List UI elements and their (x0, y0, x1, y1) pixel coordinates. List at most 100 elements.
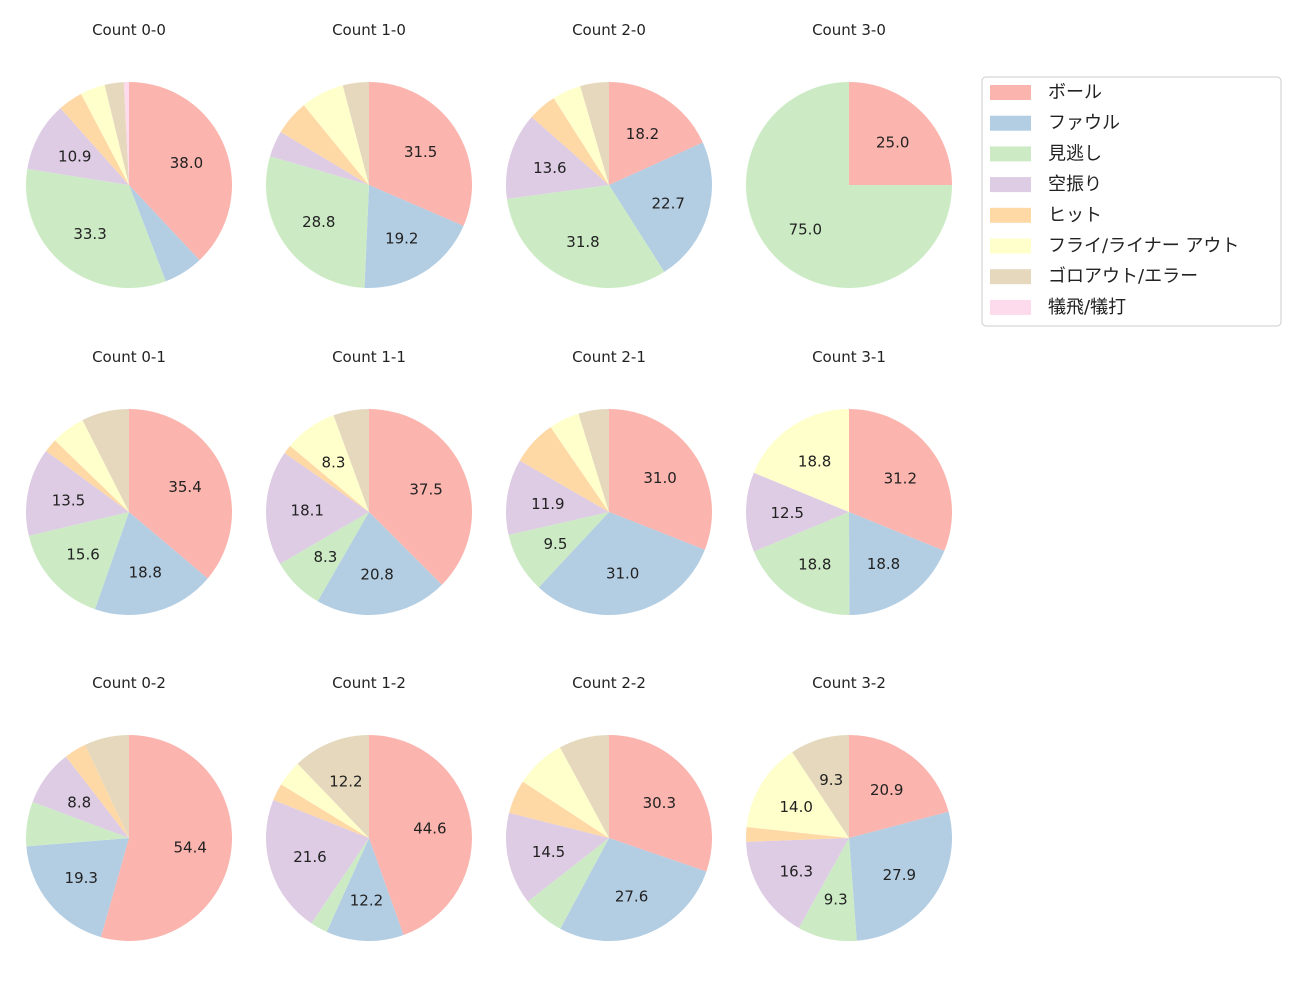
slice-label: 20.9 (870, 781, 903, 799)
pie-title: Count 1-1 (332, 348, 406, 366)
pie-slice (369, 82, 472, 226)
slice-label: 9.3 (824, 890, 848, 908)
pie-slice (281, 763, 369, 838)
slice-label: 16.3 (780, 862, 813, 880)
pie-slice (849, 735, 949, 838)
pie-slice (746, 82, 952, 288)
pie-slice (27, 108, 130, 185)
legend-swatch (990, 269, 1031, 285)
pie-count-2-0: Count 2-0 18.2 22.7 31.8 13.6 (506, 21, 712, 289)
slice-label: 12.2 (329, 773, 362, 791)
pie-count-3-0: Count 3-0 25.0 75.0 (746, 21, 952, 288)
legend-entry: ゴロアウト/エラー (1048, 266, 1198, 287)
pie-slice (266, 156, 369, 288)
slice-label: 25.0 (876, 133, 909, 151)
slice-label: 22.7 (652, 195, 685, 213)
slice-label: 8.3 (322, 453, 346, 471)
pie-slice (746, 827, 849, 842)
pie-slice (270, 132, 369, 185)
pie-count-1-2: Count 1-2 44.6 12.2 21.6 12.2 (266, 674, 472, 941)
pie-slice (26, 838, 130, 938)
pie-slice (753, 409, 849, 512)
slice-label: 27.6 (615, 888, 648, 906)
legend-entry: 犠飛/犠打 (1048, 297, 1126, 318)
slice-label: 11.9 (531, 495, 564, 513)
pie-slice (849, 409, 952, 551)
slice-label: 54.4 (174, 839, 207, 857)
pie-slice (506, 185, 665, 289)
legend-entry: 空振り (1048, 174, 1102, 195)
pie-slice (369, 735, 472, 936)
pie-title: Count 1-0 (332, 21, 406, 39)
slice-label: 18.8 (867, 555, 900, 573)
slice-label: 14.5 (532, 843, 565, 861)
legend-entry: 見逃し (1048, 143, 1102, 164)
pie-count-2-1: Count 2-1 31.0 31.0 9.5 11.9 (506, 348, 712, 616)
slice-label: 12.2 (350, 892, 383, 910)
pie-slice (81, 84, 129, 185)
slice-label: 9.3 (819, 771, 843, 789)
pie-slice (522, 747, 609, 838)
slice-label: 9.5 (544, 535, 568, 553)
slice-label: 19.3 (65, 869, 98, 887)
pie-slice (65, 744, 129, 838)
pie-title: Count 0-0 (92, 21, 166, 39)
pie-slice (280, 105, 369, 185)
pie-slice (519, 427, 609, 512)
slice-label: 30.3 (643, 794, 676, 812)
legend-swatch (990, 207, 1031, 223)
pie-slice (538, 512, 705, 616)
legend-entry: ヒット (1048, 205, 1102, 226)
pie-title: Count 3-1 (812, 348, 886, 366)
pie-count-3-2: Count 3-2 20.9 27.9 9.3 16.3 14.0 9.3 (746, 674, 952, 941)
pie-slice (266, 453, 369, 564)
pie-title: Count 3-0 (812, 21, 886, 39)
slice-label: 31.5 (404, 143, 437, 161)
slice-label: 14.0 (780, 798, 813, 816)
pie-count-0-2: Count 0-2 54.4 19.3 8.8 (25, 674, 233, 941)
pie-slice (100, 735, 233, 941)
pie-slice (104, 82, 129, 185)
slice-label: 19.2 (385, 229, 418, 247)
pie-slice (129, 409, 232, 579)
slice-label: 31.0 (606, 564, 639, 582)
pie-slice (559, 735, 609, 838)
pie-count-1-0: Count 1-0 31.5 19.2 28.8 (266, 21, 472, 288)
pie-slice (849, 811, 952, 941)
legend-swatch (990, 146, 1031, 162)
slice-label: 21.6 (293, 848, 326, 866)
pie-slice (560, 838, 707, 942)
pie-slice (578, 409, 609, 512)
pie-slice (129, 82, 232, 261)
slice-label: 18.1 (291, 501, 324, 519)
pie-slice (273, 784, 369, 838)
pie-count-2-2: Count 2-2 30.3 27.6 14.5 (506, 674, 712, 942)
slice-label: 10.9 (58, 147, 91, 165)
slice-label: 20.8 (360, 565, 393, 583)
pie-slice (531, 98, 609, 185)
slice-label: 18.2 (626, 125, 659, 143)
legend-entry: フライ/ライナー アウト (1048, 236, 1239, 257)
pie-slice (85, 735, 129, 838)
pie-slice (284, 445, 369, 512)
pie-title: Count 0-2 (92, 674, 166, 692)
pie-slice (82, 409, 129, 512)
slice-label: 12.5 (770, 504, 803, 522)
pie-slice (25, 451, 130, 536)
pie-slice (553, 86, 609, 185)
pie-slice (333, 409, 369, 512)
pie-title: Count 2-0 (572, 21, 646, 39)
legend-frame (981, 76, 1282, 327)
pie-slice (509, 781, 609, 838)
pie-count-0-1: Count 0-1 35.4 18.8 15.6 13.5 (25, 348, 232, 615)
pie-slice (369, 409, 472, 585)
slice-label: 44.6 (413, 819, 446, 837)
pie-count-3-1: Count 3-1 31.2 18.8 18.8 12.5 18.8 (746, 348, 952, 615)
slice-label: 27.9 (883, 866, 916, 884)
pie-count-1-1: Count 1-1 37.5 20.8 8.3 18.1 8.3 (266, 348, 472, 615)
pie-slice (280, 512, 369, 602)
slice-label: 18.8 (798, 453, 831, 471)
pie-slice (508, 512, 609, 588)
legend-swatch (990, 177, 1031, 193)
